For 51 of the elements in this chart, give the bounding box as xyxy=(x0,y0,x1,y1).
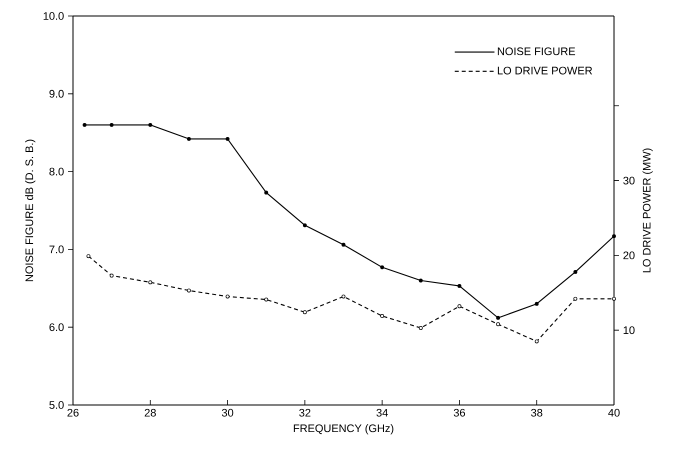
x-axis-title: FREQUENCY (GHz) xyxy=(294,424,394,434)
point xyxy=(342,294,346,298)
point xyxy=(82,122,87,127)
x-tick-label: 26 xyxy=(67,408,79,417)
point xyxy=(534,339,539,344)
point xyxy=(534,302,539,306)
point xyxy=(226,136,230,141)
point xyxy=(496,322,500,326)
x-tick-label: 38 xyxy=(531,408,542,417)
y-tick-label: 7.0 xyxy=(49,246,64,254)
point xyxy=(110,274,114,278)
point xyxy=(148,280,152,284)
point xyxy=(457,284,462,288)
point xyxy=(612,296,616,301)
legend-label: LO DRIVE POWER xyxy=(498,66,592,74)
y-tick-label: 6.0 xyxy=(49,323,64,332)
point xyxy=(110,122,114,127)
x-tick-label: 28 xyxy=(144,408,156,417)
point xyxy=(380,265,384,270)
point xyxy=(148,122,152,127)
x-tick-label: 32 xyxy=(299,408,310,417)
point xyxy=(380,314,384,318)
point xyxy=(573,296,578,301)
y-tick-label: 10.0 xyxy=(44,12,64,20)
point xyxy=(496,316,500,320)
x-tick-label: 34 xyxy=(376,408,388,417)
point xyxy=(186,136,191,141)
point xyxy=(302,310,307,314)
x-tick-label: 36 xyxy=(454,408,466,417)
x-tick-label: 40 xyxy=(608,408,620,417)
y-axis-title: NOISE FIGURE dB (D. S. B.) xyxy=(25,140,36,282)
point xyxy=(86,254,90,258)
point xyxy=(418,326,423,330)
point xyxy=(573,270,578,274)
point xyxy=(264,190,268,195)
point xyxy=(186,288,191,292)
y2-axis-title: LO DRIVE POWER (MW) xyxy=(642,148,653,272)
y-tick-label: 5.0 xyxy=(49,401,64,409)
y2-tick-label: 10 xyxy=(624,326,635,334)
legend-label: NOISE FIGURE xyxy=(498,47,576,56)
point xyxy=(264,298,268,302)
x-tick-label: 30 xyxy=(222,408,234,417)
point xyxy=(342,242,346,247)
y2-tick-label: 30 xyxy=(623,176,635,184)
y-tick-label: 8.0 xyxy=(49,168,64,176)
point xyxy=(418,278,423,282)
y2-tick-label: 20 xyxy=(623,252,635,260)
point xyxy=(302,223,307,228)
y-tick-label: 9.0 xyxy=(49,90,64,98)
point xyxy=(226,294,230,298)
point xyxy=(457,304,462,308)
